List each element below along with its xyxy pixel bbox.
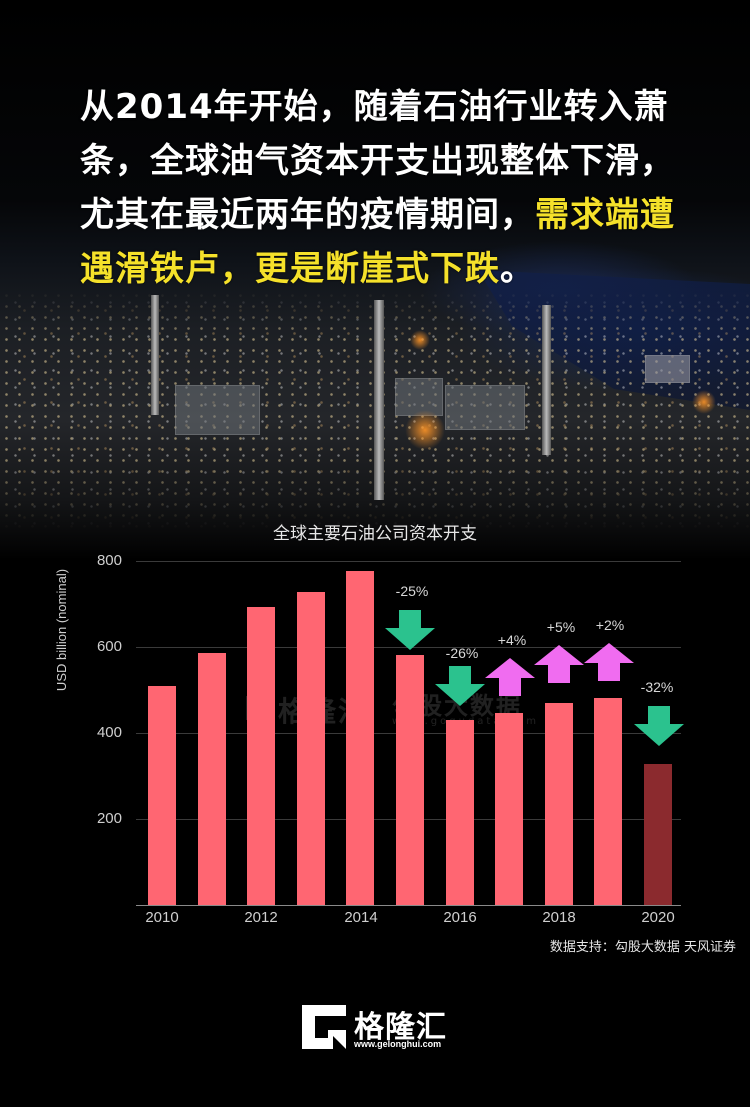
bar-2012 bbox=[247, 607, 275, 905]
bar-2013 bbox=[297, 592, 325, 905]
down-arrow-icon bbox=[634, 706, 684, 746]
gelonghui-g-logo-icon bbox=[302, 1005, 346, 1049]
headline-line-3: 尤其在最近两年的疫情期间，需求端遭 bbox=[80, 188, 700, 242]
ship bbox=[645, 355, 690, 383]
plant-building bbox=[175, 385, 260, 435]
change-label-2017: +4% bbox=[497, 632, 527, 648]
change-label-2018: +5% bbox=[546, 619, 576, 635]
x-axis bbox=[136, 905, 681, 906]
y-tick-400: 400 bbox=[96, 724, 122, 741]
headline-text-white: 。 bbox=[500, 249, 535, 289]
change-label-2015: -25% bbox=[395, 583, 429, 599]
y-tick-600: 600 bbox=[96, 638, 122, 655]
headline-line-1: 从2014年开始，随着石油行业转入萧 bbox=[80, 87, 669, 127]
y-tick-800: 800 bbox=[96, 552, 122, 569]
plant-building bbox=[445, 385, 525, 430]
x-tick-2016: 2016 bbox=[443, 909, 477, 926]
change-label-2020: -32% bbox=[640, 679, 674, 695]
bar-2020 bbox=[644, 764, 672, 905]
x-tick-2014: 2014 bbox=[344, 909, 378, 926]
gelonghui-logo: 格隆汇 www.gelonghui.com bbox=[302, 1001, 452, 1053]
y-tick-200: 200 bbox=[96, 810, 122, 827]
chimney bbox=[374, 300, 384, 500]
headline-text-highlight: 需求端遭 bbox=[535, 195, 675, 235]
chart-title: 全球主要石油公司资本开支 bbox=[273, 524, 477, 544]
up-arrow-icon bbox=[534, 645, 584, 683]
headline-text: 从2014年开始，随着石油行业转入萧 条，全球油气资本开支出现整体下滑， 尤其在… bbox=[80, 80, 700, 296]
bar-2015 bbox=[396, 655, 424, 905]
bar-2010 bbox=[148, 686, 176, 905]
brand-name: 格隆汇 bbox=[354, 1010, 447, 1045]
headline-text-white: 尤其在最近两年的疫情期间， bbox=[80, 195, 535, 235]
bar-2011 bbox=[198, 653, 226, 905]
down-arrow-icon bbox=[435, 666, 485, 706]
chimney bbox=[151, 295, 159, 415]
headline-line-2: 条，全球油气资本开支出现整体下滑， bbox=[80, 141, 675, 181]
chimney bbox=[542, 305, 551, 455]
gridline bbox=[136, 561, 681, 562]
up-arrow-icon bbox=[584, 643, 634, 681]
flare-glow bbox=[405, 410, 445, 450]
bar-2019 bbox=[594, 698, 622, 905]
x-tick-2018: 2018 bbox=[542, 909, 576, 926]
y-axis-label: USD billion (nominal) bbox=[54, 568, 69, 692]
x-tick-2010: 2010 bbox=[145, 909, 179, 926]
data-source-note: 数据支持：勾股大数据 天风证券 bbox=[549, 940, 736, 955]
refinery-night-photo bbox=[0, 0, 750, 560]
flare-glow bbox=[692, 390, 716, 414]
headline-line-4: 遇滑铁卢，更是断崖式下跌。 bbox=[80, 242, 700, 296]
headline-text-highlight: 遇滑铁卢，更是断崖式下跌 bbox=[80, 249, 500, 289]
x-tick-2012: 2012 bbox=[244, 909, 278, 926]
bar-2016 bbox=[446, 720, 474, 905]
x-tick-2020: 2020 bbox=[641, 909, 675, 926]
up-arrow-icon bbox=[485, 658, 535, 696]
bar-2014 bbox=[346, 571, 374, 905]
down-arrow-icon bbox=[385, 610, 435, 650]
change-label-2019: +2% bbox=[595, 617, 625, 633]
change-label-2016: -26% bbox=[445, 645, 479, 661]
brand-url: www.gelonghui.com bbox=[354, 1039, 442, 1049]
bar-2018 bbox=[545, 703, 573, 905]
bar-2017 bbox=[495, 713, 523, 905]
flare-glow bbox=[410, 330, 430, 350]
